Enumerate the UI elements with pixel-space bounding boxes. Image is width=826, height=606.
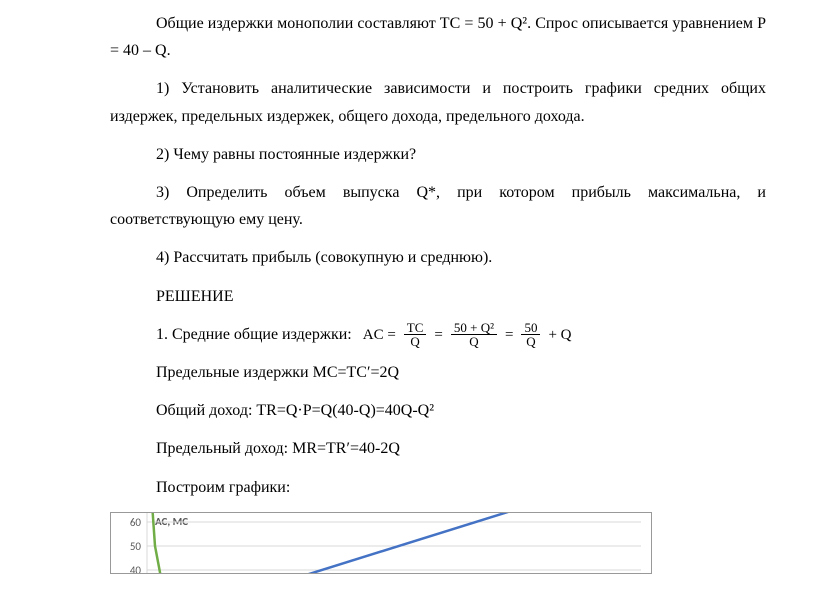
frac-tc-q: TC Q bbox=[401, 321, 430, 349]
paragraph-intro: Общие издержки монополии составляют ТС =… bbox=[110, 10, 766, 64]
question-4: 4) Рассчитать прибыль (совокупную и сред… bbox=[110, 244, 766, 271]
question-2: 2) Чему равны постоянные издержки? bbox=[110, 141, 766, 168]
equation-ac-formula: AC = TC Q = 50 + Q² Q = 50 Q + Q bbox=[360, 321, 575, 349]
equation-ac-lhs: AC = bbox=[360, 323, 399, 347]
solution-heading: РЕШЕНИЕ bbox=[110, 283, 766, 310]
equation-mc: Предельные издержки МС=ТС′=2Q bbox=[110, 359, 766, 386]
build-charts-label: Построим графики: bbox=[110, 474, 766, 501]
equation-ac: 1. Средние общие издержки: AC = TC Q = 5… bbox=[110, 321, 766, 349]
equation-mr: Предельный доход: MR=TR′=40-2Q bbox=[110, 435, 766, 462]
question-1: 1) Установить аналитические зависимости … bbox=[110, 75, 766, 129]
chart-svg bbox=[111, 513, 651, 574]
equation-tr: Общий доход: TR=Q·P=Q(40-Q)=40Q-Q² bbox=[110, 397, 766, 424]
equation-ac-tail: + Q bbox=[545, 323, 574, 347]
question-3: 3) Определить объем выпуска Q*, при кото… bbox=[110, 179, 766, 233]
frac-50q2-q: 50 + Q² Q bbox=[448, 321, 500, 349]
frac-50-q: 50 Q bbox=[518, 321, 543, 349]
equation-ac-lead: 1. Средние общие издержки: bbox=[110, 322, 360, 348]
chart-ac-mc: AC, MC 60 50 40 bbox=[110, 512, 652, 574]
